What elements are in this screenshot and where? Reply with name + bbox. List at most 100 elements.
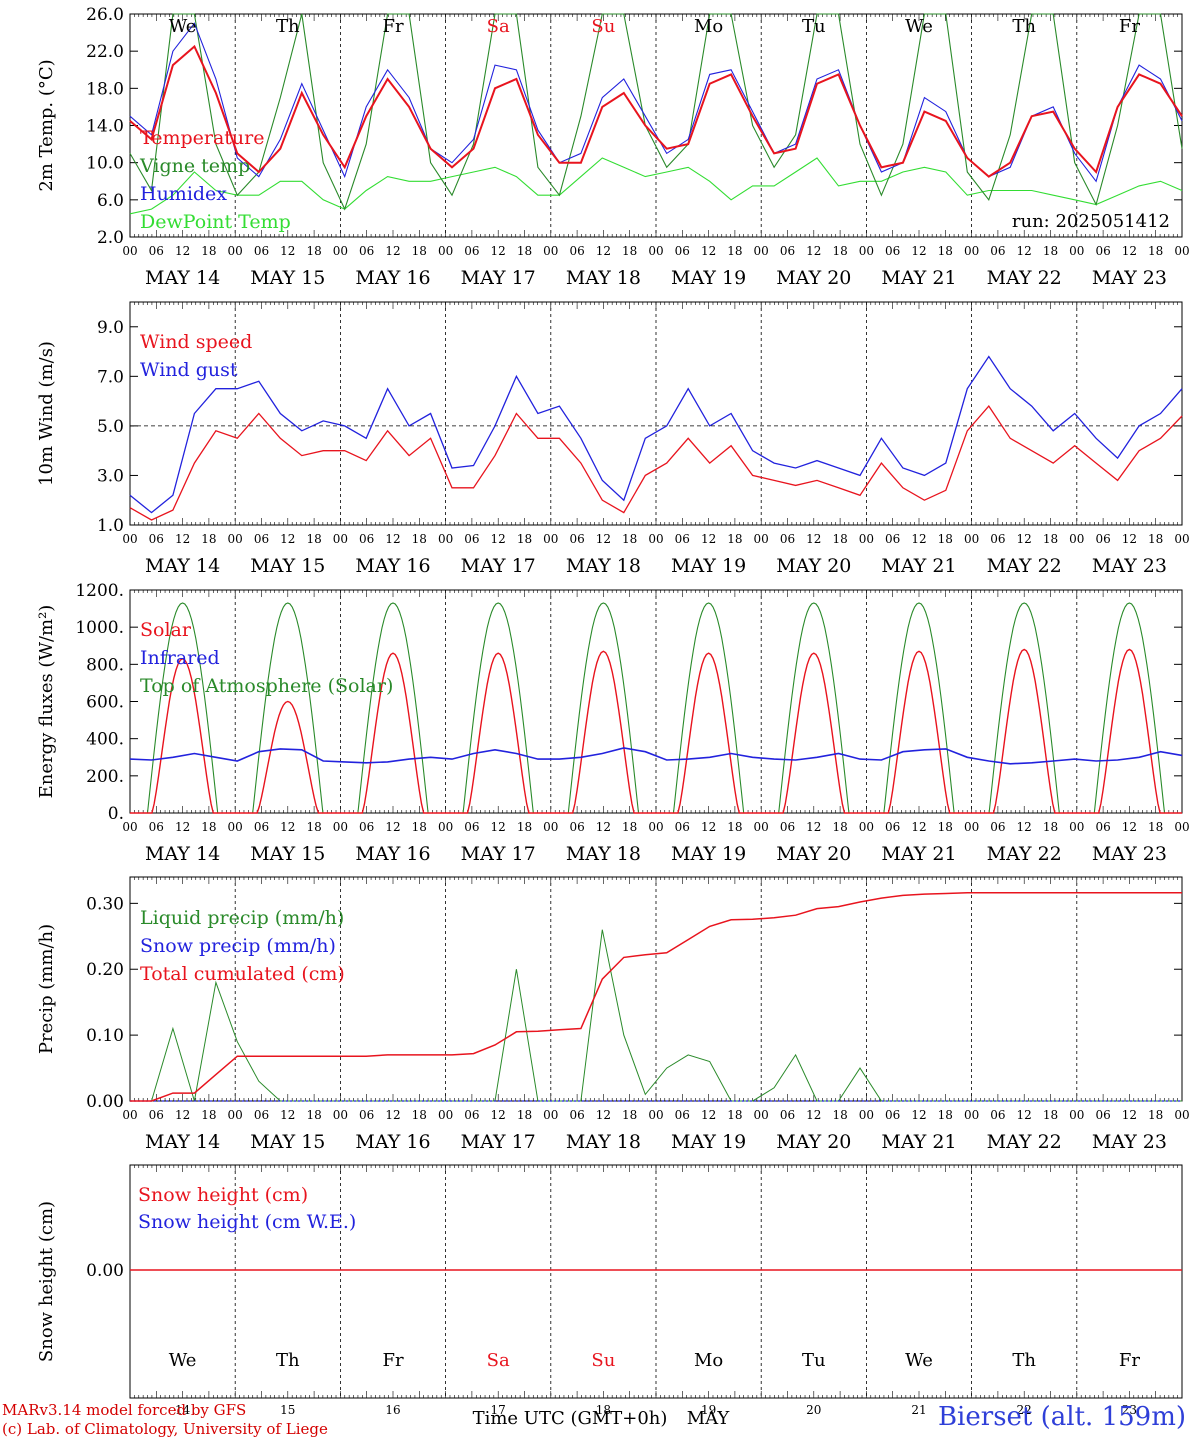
hour-label: 06: [885, 244, 900, 258]
hour-label: 18: [727, 532, 742, 546]
hour-label: 00: [228, 244, 243, 258]
weekday-label: We: [169, 1350, 197, 1371]
series-solar: [130, 648, 1182, 814]
hour-label: 00: [1069, 532, 1084, 546]
hour-label: 12: [806, 1108, 821, 1122]
hour-label: 00: [648, 820, 663, 834]
hour-label: 00: [754, 532, 769, 546]
series-dewpoint-temp: [129, 157, 1183, 215]
hour-label: 18: [832, 244, 847, 258]
hour-label: 00: [754, 1108, 769, 1122]
hour-label: 06: [990, 820, 1005, 834]
hour-label: 12: [911, 820, 926, 834]
hour-label: 12: [1122, 244, 1137, 258]
date-label: MAY 21: [881, 1131, 956, 1153]
series-total-cumulated: [130, 892, 1182, 1102]
hour-label: 06: [885, 532, 900, 546]
hour-label: 06: [464, 820, 479, 834]
hour-label: 00: [1069, 820, 1084, 834]
day-number-label: 14: [175, 1403, 191, 1417]
weekday-label: Fr: [1119, 1350, 1140, 1371]
day-number-label: 17: [491, 1403, 506, 1417]
legend-entry: DewPoint Temp: [140, 211, 291, 233]
hour-label: 12: [175, 1108, 190, 1122]
date-label: MAY 19: [671, 1131, 746, 1153]
hour-label: 06: [990, 1108, 1005, 1122]
weekday-label: We: [169, 16, 197, 37]
y-tick-label: 0.30: [86, 894, 124, 914]
hour-label: 00: [333, 532, 348, 546]
hour-label: 06: [1095, 532, 1110, 546]
y-tick-label: 800.: [86, 655, 124, 675]
date-label: MAY 23: [1092, 1131, 1167, 1153]
hour-label: 06: [675, 532, 690, 546]
hour-label: 12: [1122, 1108, 1137, 1122]
y-tick-label: 600.: [86, 693, 124, 713]
date-label: MAY 21: [881, 843, 956, 865]
y-tick-label: 6.0: [97, 191, 124, 211]
legend-entry: Infrared: [140, 647, 220, 669]
hour-label: 12: [491, 532, 506, 546]
legend-entry: Snow height (cm W.E.): [138, 1211, 356, 1233]
legend-entry: Temperature: [140, 127, 264, 149]
hour-label: 06: [780, 1108, 795, 1122]
hour-label: 12: [491, 244, 506, 258]
hour-label: 18: [622, 1108, 637, 1122]
date-label: MAY 17: [461, 267, 536, 289]
date-label: MAY 16: [355, 555, 430, 577]
hour-label: 18: [412, 820, 427, 834]
legend-entry: Vigne temp: [139, 155, 250, 177]
hour-label: 18: [201, 820, 216, 834]
date-label: MAY 15: [250, 1131, 325, 1153]
weekday-label: Tu: [802, 16, 826, 37]
series-wind-gust: [129, 355, 1183, 514]
date-label: MAY 20: [776, 267, 851, 289]
weekday-label: Th: [1012, 16, 1036, 37]
legend-entry: Wind gust: [140, 359, 238, 381]
y-tick-label: 200.: [86, 767, 124, 787]
hour-label: 06: [149, 532, 164, 546]
hour-label: 12: [1122, 820, 1137, 834]
legend-entry: Total cumulated (cm): [140, 963, 345, 985]
date-label: MAY 15: [250, 843, 325, 865]
hour-label: 18: [938, 532, 953, 546]
hour-label: 06: [149, 820, 164, 834]
day-number-label: 16: [385, 1403, 400, 1417]
run-label: run: 2025051412: [1012, 211, 1170, 232]
hour-label: 00: [859, 532, 874, 546]
hour-label: 00: [438, 532, 453, 546]
y-tick-label: 10.0: [86, 154, 124, 174]
hour-label: 00: [122, 820, 137, 834]
y-tick-label: 0.00: [86, 1092, 124, 1112]
hour-label: 00: [964, 532, 979, 546]
hour-label: 12: [806, 244, 821, 258]
y-tick-label: 22.0: [86, 42, 124, 62]
hour-label: 12: [385, 1108, 400, 1122]
weekday-label: We: [905, 1350, 933, 1371]
hour-label: 06: [675, 820, 690, 834]
y-axis-label: 2m Temp. (°C): [36, 59, 57, 191]
hour-label: 00: [859, 1108, 874, 1122]
y-tick-label: 1200.: [75, 581, 124, 601]
date-label: MAY 14: [145, 843, 220, 865]
weekday-label: Th: [1012, 1350, 1036, 1371]
hour-label: 18: [832, 532, 847, 546]
hour-label: 18: [201, 1108, 216, 1122]
hour-label: 12: [806, 820, 821, 834]
date-label: MAY 23: [1092, 843, 1167, 865]
date-label: MAY 14: [145, 1131, 220, 1153]
hour-label: 18: [517, 244, 532, 258]
y-axis-label: Snow height (cm): [36, 1201, 57, 1362]
hour-label: 06: [254, 1108, 269, 1122]
y-tick-label: 400.: [86, 730, 124, 750]
lab-credit: (c) Lab. of Climatology, University of L…: [2, 1420, 328, 1438]
hour-label: 12: [1017, 820, 1032, 834]
legend-entry: Snow precip (mm/h): [140, 935, 336, 957]
hour-label: 18: [517, 1108, 532, 1122]
hour-label: 06: [359, 532, 374, 546]
hour-label: 00: [1174, 820, 1189, 834]
hour-label: 18: [412, 244, 427, 258]
hour-label: 12: [385, 532, 400, 546]
date-label: MAY 18: [566, 843, 641, 865]
hour-label: 06: [1095, 1108, 1110, 1122]
